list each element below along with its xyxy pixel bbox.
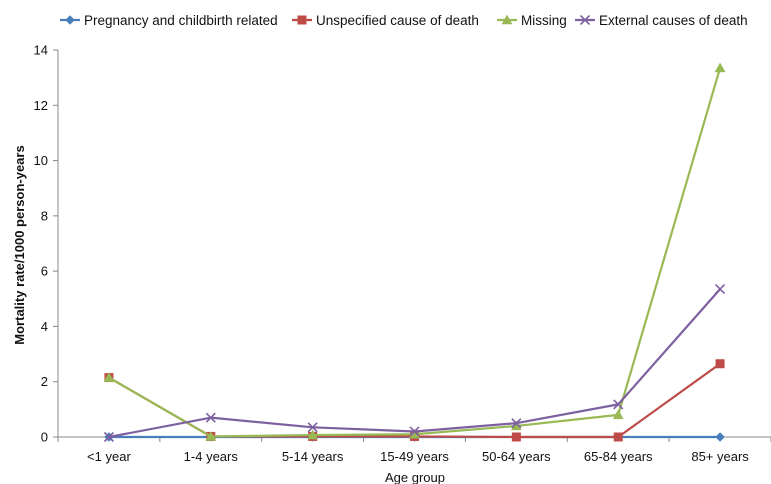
x-tick-label: 50-64 years xyxy=(482,449,551,464)
x-tick-label: <1 year xyxy=(87,449,131,464)
data-point xyxy=(511,432,521,442)
y-tick-label: 10 xyxy=(34,153,48,168)
data-point xyxy=(612,409,624,420)
legend-label: Unspecified cause of death xyxy=(316,13,479,28)
y-tick-label: 14 xyxy=(34,43,48,58)
legend-item-external-causes-of-death: External causes of death xyxy=(575,13,748,28)
y-tick-label: 8 xyxy=(41,208,48,223)
y-tick-label: 4 xyxy=(41,319,48,334)
data-point xyxy=(409,426,420,437)
legend-swatch-marker xyxy=(579,14,591,26)
data-point xyxy=(103,431,114,443)
legend-item-unspecified-cause-of-death: Unspecified cause of death xyxy=(292,13,479,28)
axes: 0 2 4 6 8 10 12 14 <1 year 1-4 years 5-14 years 15-… xyxy=(34,43,771,464)
series-line xyxy=(108,362,721,439)
x-tick-label: 15-49 years xyxy=(380,449,449,464)
data-point xyxy=(205,430,217,441)
series-line xyxy=(108,288,721,439)
x-tick-label: 85+ years xyxy=(691,449,749,464)
legend-label: Pregnancy and childbirth related xyxy=(84,13,278,28)
series-missing xyxy=(103,62,726,441)
legend-label: Missing xyxy=(521,13,567,28)
y-tick-label: 12 xyxy=(34,98,48,113)
data-point xyxy=(715,359,725,369)
data-point xyxy=(103,372,115,382)
plot-area xyxy=(103,62,726,443)
series-line xyxy=(108,67,722,438)
data-point xyxy=(307,422,318,433)
data-point xyxy=(715,284,726,295)
x-axis-title: Age group xyxy=(385,470,445,484)
legend-swatch-marker xyxy=(501,14,513,25)
data-point xyxy=(714,62,726,73)
data-point xyxy=(613,432,623,442)
series-external-causes-of-death xyxy=(103,284,726,443)
data-point xyxy=(205,412,216,423)
legend-label: External causes of death xyxy=(599,13,748,28)
y-tick-label: 2 xyxy=(41,374,48,389)
legend-swatch-marker xyxy=(297,15,307,25)
y-axis-title: Mortality rate/1000 person-years xyxy=(12,145,27,344)
legend: Pregnancy and childbirth related Unspecif… xyxy=(60,13,748,28)
legend-swatch-marker xyxy=(65,15,75,25)
legend-item-missing: Missing xyxy=(497,13,567,28)
x-tick-label: 65-84 years xyxy=(584,449,653,464)
data-point xyxy=(307,429,319,440)
data-point xyxy=(613,399,624,410)
x-tick-label: 1-4 years xyxy=(184,449,239,464)
data-point xyxy=(715,432,725,442)
x-tick-label: 5-14 years xyxy=(282,449,344,464)
y-tick-label: 0 xyxy=(41,430,48,445)
legend-item-pregnancy-and-childbirth-related: Pregnancy and childbirth related xyxy=(60,13,278,28)
data-point xyxy=(511,418,522,429)
y-tick-label: 6 xyxy=(41,264,48,279)
